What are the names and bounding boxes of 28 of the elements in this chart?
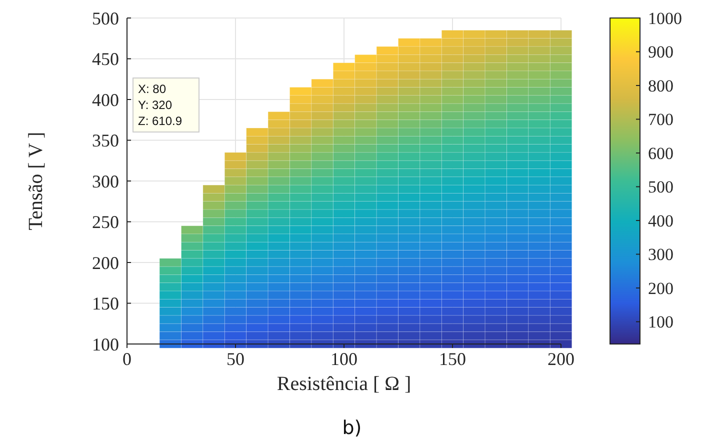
y-tick-label: 450 <box>92 49 119 70</box>
color-bar-label: 500 <box>648 178 674 197</box>
y-tick-label: 100 <box>92 334 119 354</box>
y-tick-label: 250 <box>92 212 119 232</box>
color-bar-label: 400 <box>648 211 674 230</box>
x-tick-label: 150 <box>439 349 466 369</box>
annotation: X: 80 Y: 320 Z: 610.9 <box>138 82 182 128</box>
y-tick-label: 200 <box>92 252 119 273</box>
x-tick-label: 50 <box>226 349 244 369</box>
color-bar-label: 900 <box>648 42 674 62</box>
color-bar-label: 200 <box>648 278 674 298</box>
y-tick-label: 350 <box>92 130 119 151</box>
y-tick-label: 150 <box>92 294 119 314</box>
x-tick-label: 0 <box>122 349 132 369</box>
color-bar-label: 600 <box>648 144 674 163</box>
color-bar-label: 100 <box>648 312 674 332</box>
text: b) <box>342 417 362 439</box>
color-bar-label: 700 <box>648 110 674 130</box>
color-bar-label: 1000 <box>648 8 682 28</box>
color-bar-label: 800 <box>648 76 674 96</box>
x-tick-label: 100 <box>330 349 358 369</box>
x-axis-title: Resistência [ Ω ] <box>276 373 412 395</box>
y-axis-title: Tensão [ V ] <box>25 132 47 230</box>
y-tick-label: 400 <box>92 90 119 110</box>
y-tick-label: 300 <box>92 171 119 192</box>
x-tick-label: 200 <box>548 349 574 369</box>
y-tick-label: 500 <box>92 8 119 28</box>
color-bar-label: 300 <box>648 245 674 264</box>
